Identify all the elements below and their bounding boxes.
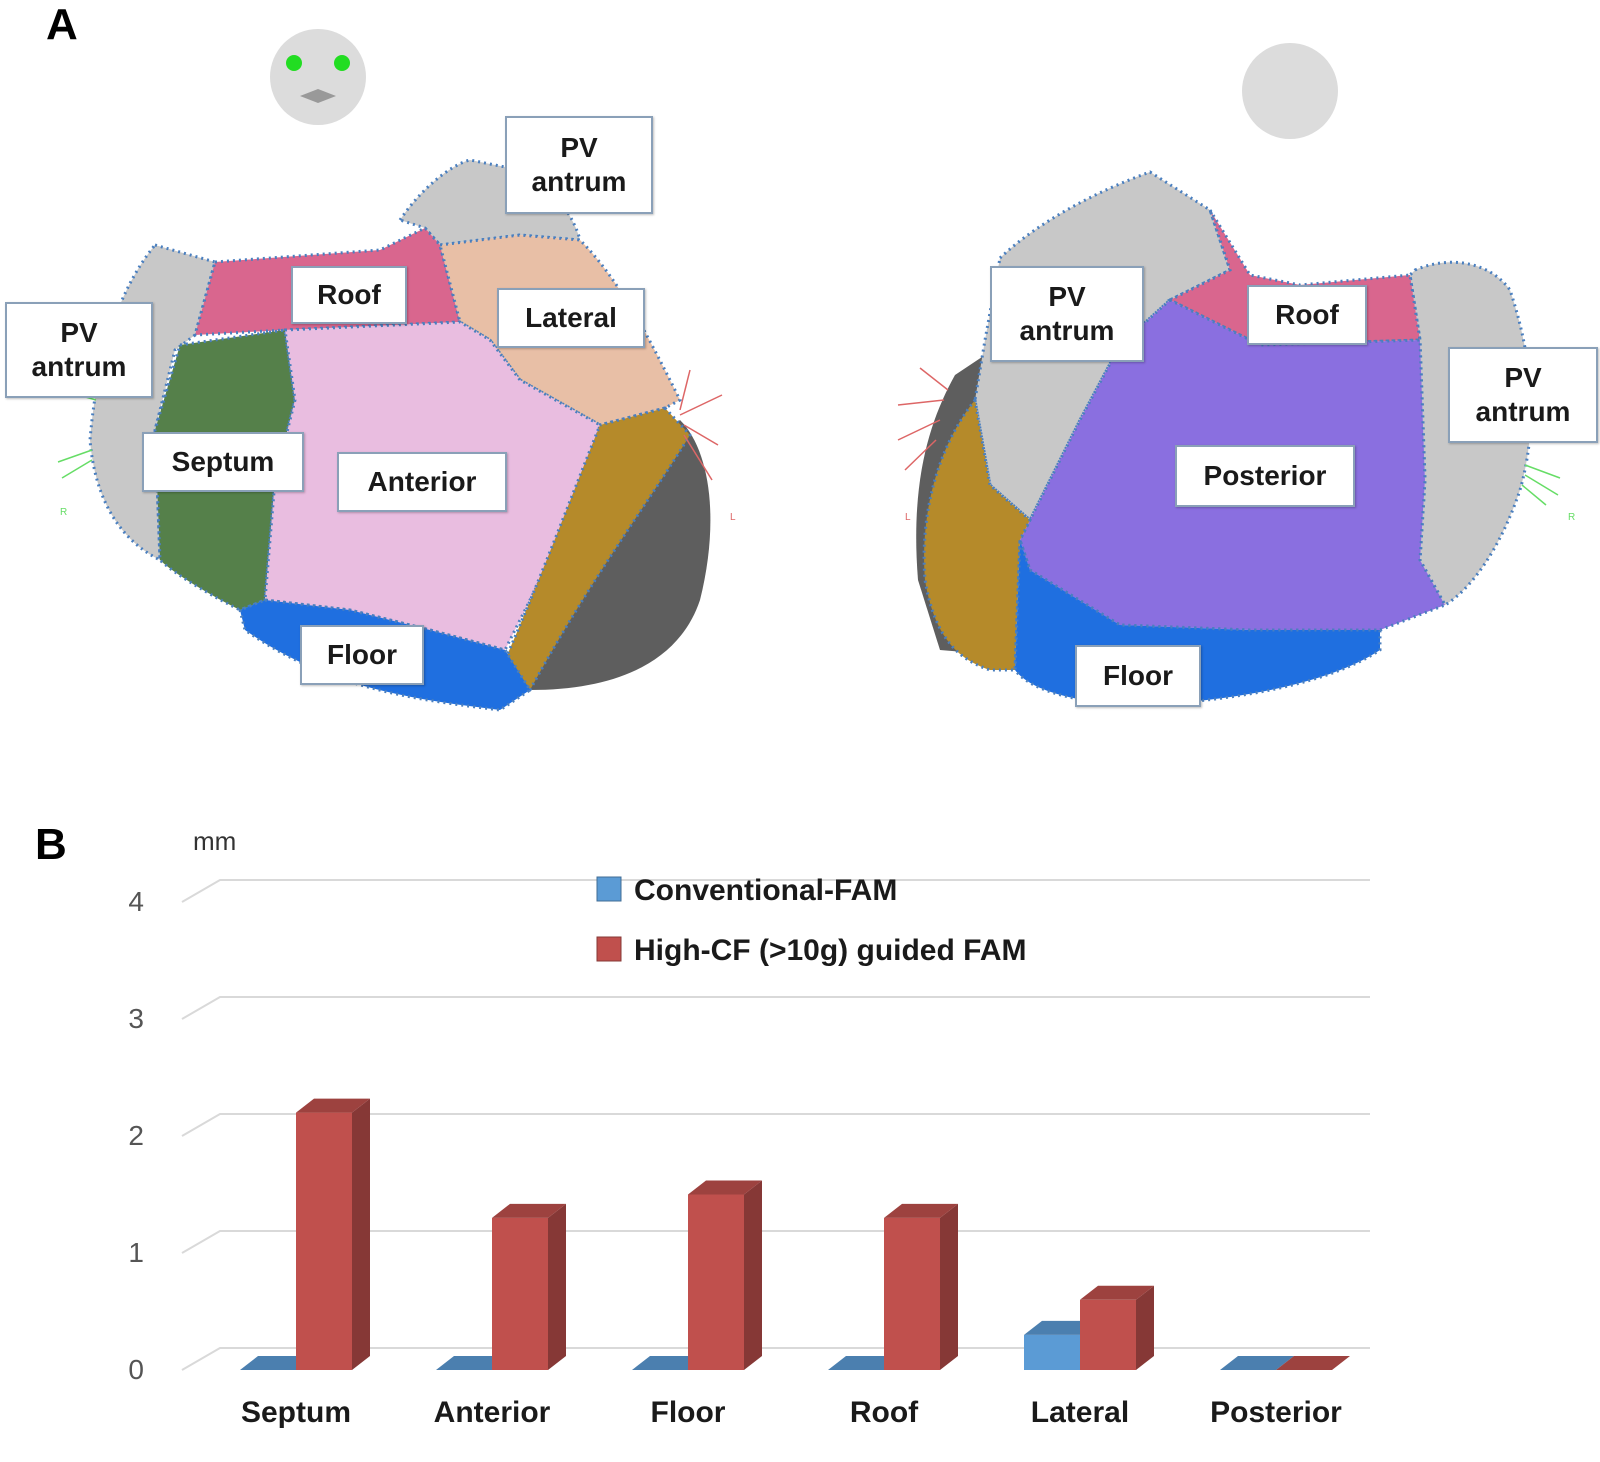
gridline <box>181 1230 1370 1254</box>
panel-b-letter: B <box>35 820 67 869</box>
bar-conventional-floor <box>632 1356 706 1370</box>
label-posterior: Posterior <box>1175 445 1355 507</box>
y-tick-label: 4 <box>128 886 144 917</box>
legend-swatch <box>596 936 622 962</box>
label-roof: Roof <box>291 266 407 324</box>
label-pv-antrum-left: PV antrum <box>5 302 153 398</box>
bar-chart: mm 0 1 2 3 4 Septum Anterior Floor Roof Lateral P… <box>128 826 1370 1429</box>
y-tick-label: 0 <box>128 1354 144 1385</box>
gridline <box>181 879 1370 903</box>
appendage-band-region <box>503 406 692 692</box>
atrium-views: R L <box>57 29 1575 712</box>
label-pv-antrum-right-posterior: PV antrum <box>1448 347 1598 443</box>
label-septum: Septum <box>142 432 304 492</box>
label-floor: Floor <box>300 625 424 685</box>
axis-marker-l-icon <box>897 367 949 471</box>
bar-conventional-posterior <box>1220 1356 1294 1370</box>
axis-marker-l-icon <box>679 369 723 481</box>
bar-conventional-septum <box>240 1356 314 1370</box>
x-category-label: Floor <box>651 1396 726 1429</box>
label-lateral: Lateral <box>497 288 645 348</box>
legend-swatch <box>596 876 622 902</box>
x-category-label: Roof <box>850 1396 919 1429</box>
label-anterior: Anterior <box>337 452 507 512</box>
panel-a-letter: A <box>46 0 78 49</box>
legend-label: High-CF (>10g) guided FAM <box>634 934 1026 967</box>
y-axis-unit-label: mm <box>193 826 236 856</box>
bar-high-cf-posterior <box>1276 1356 1350 1370</box>
axis-mark-l-right: L <box>905 512 911 523</box>
y-tick-label: 1 <box>128 1237 144 1268</box>
y-tick-label: 3 <box>128 1003 144 1034</box>
axis-mark-r-left: R <box>60 507 67 518</box>
bar-high-cf-lateral <box>1080 1285 1154 1370</box>
left-atrium-posterior-view: L R <box>897 170 1575 707</box>
bar-high-cf-floor <box>688 1180 762 1370</box>
bar-high-cf-anterior <box>492 1203 566 1370</box>
gridline <box>181 1347 1370 1371</box>
label-pv-antrum-top: PV antrum <box>505 116 653 214</box>
bar-high-cf-septum <box>296 1098 370 1370</box>
x-category-label: Lateral <box>1031 1396 1129 1429</box>
bar-conventional-anterior <box>436 1356 510 1370</box>
label-roof-posterior: Roof <box>1247 285 1367 345</box>
label-floor-posterior: Floor <box>1075 645 1201 707</box>
x-category-label: Posterior <box>1210 1396 1342 1429</box>
panel-a: A <box>5 0 1598 712</box>
axis-marker-r-icon <box>57 391 97 479</box>
axis-marker-r-icon <box>1521 464 1561 506</box>
x-category-label: Septum <box>241 1396 351 1429</box>
orientation-head-icon <box>270 29 366 125</box>
gridline <box>181 1113 1370 1137</box>
bar-high-cf-roof <box>884 1203 958 1370</box>
legend-label: Conventional-FAM <box>634 874 897 907</box>
panel-b: B mm 0 1 2 3 4 Septum Anterior Floor Roof Latera… <box>0 790 1600 1462</box>
x-category-label: Anterior <box>434 1396 551 1429</box>
axis-mark-l-left: L <box>730 512 736 523</box>
y-tick-label: 2 <box>128 1120 144 1151</box>
gridline <box>181 996 1370 1020</box>
bar-conventional-roof <box>828 1356 902 1370</box>
appendage-band-region <box>922 396 1032 672</box>
orientation-head-back-icon <box>1242 43 1338 139</box>
axis-mark-r-right: R <box>1568 512 1575 523</box>
label-pv-antrum-left-posterior: PV antrum <box>990 266 1144 362</box>
